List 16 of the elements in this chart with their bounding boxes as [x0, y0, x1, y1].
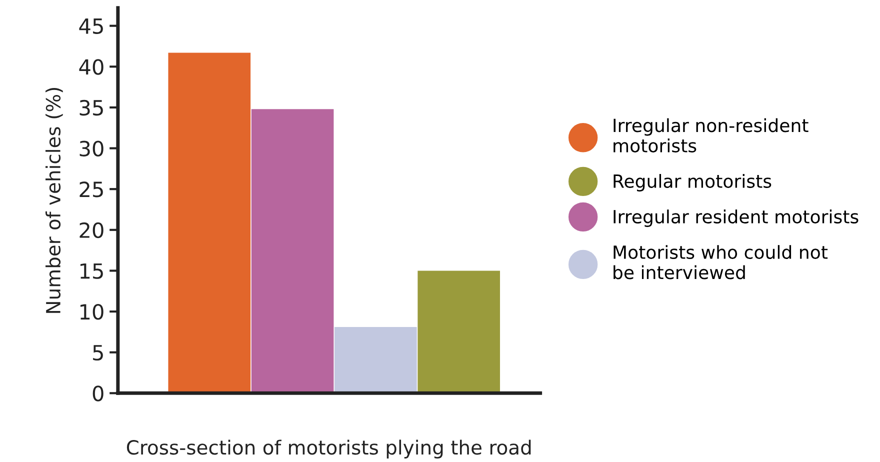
y-axis-title: Number of vehicles (%)	[46, 88, 63, 313]
legend-label: Irregular non-resident motorists	[614, 118, 808, 152]
y-tick-label: 10	[80, 304, 104, 320]
y-tick-label: 35	[80, 100, 103, 116]
y-tick-label: 30	[80, 140, 104, 156]
y-tick-label: 40	[79, 59, 104, 75]
y-tick-label: 25	[80, 182, 103, 198]
legend-label: Motorists who could not be interviewed	[614, 245, 828, 280]
y-tick-label: 45	[79, 18, 103, 34]
y-tick-label: 15	[80, 263, 103, 279]
legend-label: Regular motorists	[614, 174, 772, 192]
y-tick-label: 0	[92, 386, 104, 402]
y-tick-label: 5	[93, 345, 103, 361]
y-tick-label: 20	[80, 222, 104, 238]
legend-label: Irregular resident motorists	[614, 210, 858, 228]
x-axis-title: Cross-section of motorists plying the road	[126, 440, 531, 459]
